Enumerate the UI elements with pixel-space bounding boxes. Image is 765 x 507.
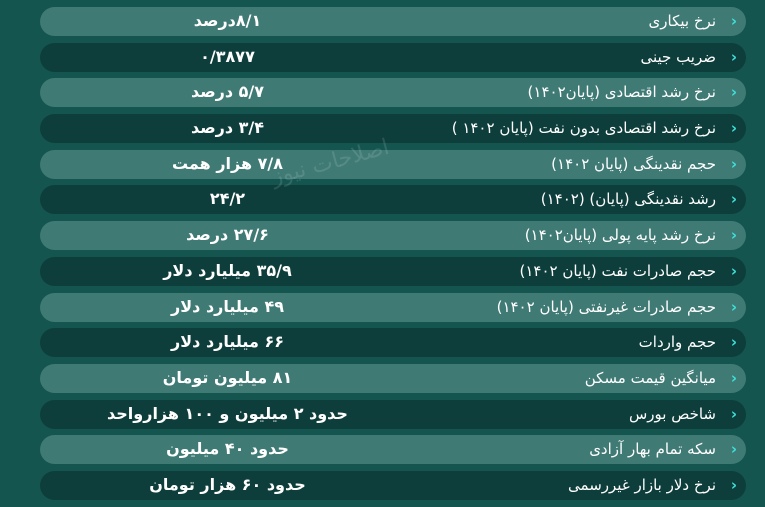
indicator-label: حجم صادرات نفت (پایان ۱۴۰۲) xyxy=(519,261,716,280)
indicator-value: حدود ۶۰ هزار تومان xyxy=(149,474,306,494)
chevron-left-icon: ‹ xyxy=(730,154,737,173)
indicator-list: ‹ نرخ بیکاری ۸/۱درصد ‹ ضریب جینی ۰/۳۸۷۷ ‹ نرخ ر… xyxy=(40,7,746,507)
indicator-row: ‹ حجم صادرات نفت (پایان ۱۴۰۲) ۳۵/۹ میلیارد… xyxy=(40,256,746,286)
chevron-left-icon: ‹ xyxy=(730,368,737,387)
chevron-left-icon: ‹ xyxy=(730,261,737,280)
indicator-value: ۰/۳۸۷۷ xyxy=(200,46,255,66)
indicator-label: نرخ رشد اقتصادی بدون نفت (پایان ۱۴۰۲ ) xyxy=(451,119,716,138)
indicator-row: ‹ نرخ رشد پایه پولی (پایان۱۴۰۲) ۲۷/۶ درصد xyxy=(40,221,746,251)
chevron-left-icon: ‹ xyxy=(730,119,737,138)
chevron-left-icon: ‹ xyxy=(730,83,737,102)
chevron-left-icon: ‹ xyxy=(730,190,737,209)
indicator-value: ۶۶ میلیارد دلار xyxy=(171,332,284,352)
indicator-label: رشد نقدینگی (پایان) (۱۴۰۲) xyxy=(540,190,716,209)
indicator-value: ۵/۷ درصد xyxy=(190,82,265,102)
indicator-row: ‹ ضریب جینی ۰/۳۸۷۷ xyxy=(40,42,746,72)
indicator-value: ۳۵/۹ میلیارد دلار xyxy=(163,260,292,280)
indicator-value: ۸۱ میلیون تومان xyxy=(162,367,293,387)
indicator-label: نرخ دلار بازار غیررسمی xyxy=(568,475,716,494)
indicator-value: ۳/۴ درصد xyxy=(190,118,265,138)
indicator-row: ‹ حجم واردات ۶۶ میلیارد دلار xyxy=(40,328,746,358)
indicator-label: نرخ بیکاری xyxy=(648,12,716,30)
indicator-label: ضریب جینی xyxy=(640,47,716,66)
chevron-left-icon: ‹ xyxy=(730,475,737,494)
indicator-row: ‹ نرخ رشد اقتصادی بدون نفت (پایان ۱۴۰۲ ) ۳… xyxy=(40,114,746,144)
indicator-value: ۴۹ میلیارد دلار xyxy=(171,296,284,316)
chevron-left-icon: ‹ xyxy=(730,226,737,245)
indicator-row: ‹ سکه تمام بهار آزادی حدود ۴۰ میلیون xyxy=(40,435,746,465)
chevron-left-icon: ‹ xyxy=(730,47,737,66)
chevron-left-icon: ‹ xyxy=(730,333,737,352)
chevron-left-icon: ‹ xyxy=(730,404,737,423)
indicator-value: حدود ۴۰ میلیون xyxy=(166,439,289,459)
indicator-row: ‹ میانگین قیمت مسکن ۸۱ میلیون تومان xyxy=(40,363,746,393)
indicator-label: میانگین قیمت مسکن xyxy=(584,368,716,387)
chevron-left-icon: ‹ xyxy=(730,297,737,316)
indicator-label: حجم صادرات غیرنفتی (پایان ۱۴۰۲) xyxy=(496,297,716,316)
indicator-label: حجم نقدینگی (پایان ۱۴۰۲) xyxy=(551,154,716,173)
chevron-left-icon: ‹ xyxy=(730,12,737,30)
indicator-row: ‹ شاخص بورس حدود ۲ میلیون و ۱۰۰ هزارواحد xyxy=(40,399,746,429)
indicator-value: حدود ۲ میلیون و ۱۰۰ هزارواحد xyxy=(107,403,348,423)
indicator-row: ‹ رشد نقدینگی (پایان) (۱۴۰۲) ۲۴/۲ xyxy=(40,185,746,215)
indicator-label: شاخص بورس xyxy=(628,404,716,423)
indicator-value: ۸/۱درصد xyxy=(193,11,262,30)
indicator-row: ‹ نرخ بیکاری ۸/۱درصد xyxy=(40,7,746,36)
indicator-label: حجم واردات xyxy=(638,333,716,352)
chevron-left-icon: ‹ xyxy=(730,440,737,459)
indicator-row: ‹ نرخ رشد اقتصادی (پایان۱۴۰۲) ۵/۷ درصد xyxy=(40,78,746,108)
indicator-value: ۲۷/۶ درصد xyxy=(186,225,269,245)
indicator-value: ۲۴/۲ xyxy=(209,189,246,209)
indicator-row: ‹ حجم نقدینگی (پایان ۱۴۰۲) ۷/۸ هزار همت xyxy=(40,149,746,179)
indicator-row: ‹ حجم صادرات غیرنفتی (پایان ۱۴۰۲) ۴۹ میلیا… xyxy=(40,292,746,322)
indicator-row: ‹ نرخ دلار بازار غیررسمی حدود ۶۰ هزار توما… xyxy=(40,470,746,500)
indicator-label: نرخ رشد اقتصادی (پایان۱۴۰۲) xyxy=(527,83,716,102)
indicator-label: نرخ رشد پایه پولی (پایان۱۴۰۲) xyxy=(524,226,716,245)
indicator-value: ۷/۸ هزار همت xyxy=(171,153,283,173)
indicator-label: سکه تمام بهار آزادی xyxy=(589,440,716,459)
